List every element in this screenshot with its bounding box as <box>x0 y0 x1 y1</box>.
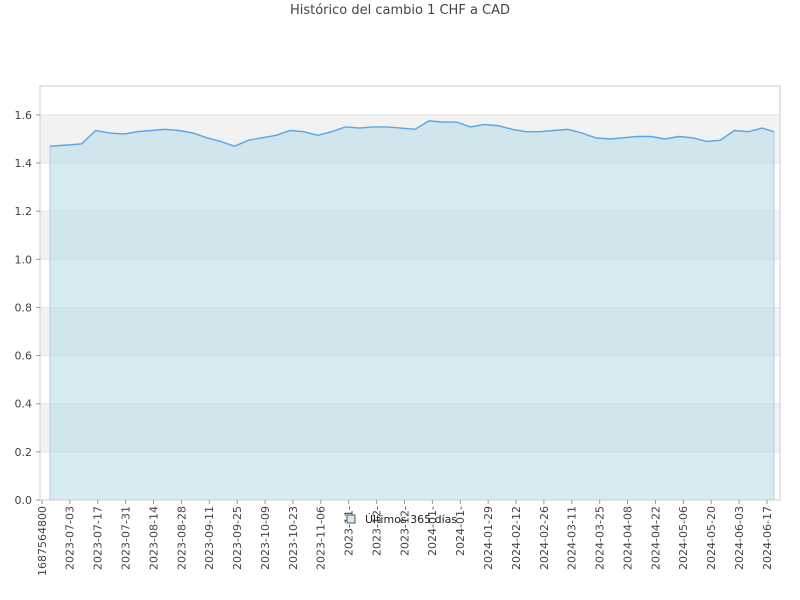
x-tick-label: 2023-07-17 <box>92 506 105 570</box>
x-tick-label: 2023-09-25 <box>231 506 244 570</box>
x-tick-label: 2024-05-20 <box>705 506 718 570</box>
grid-band <box>40 86 780 115</box>
x-tick-label: 2023-08-28 <box>175 506 188 570</box>
x-tick-label: 2024-04-22 <box>649 506 662 570</box>
x-tick-label: 1687564800 <box>36 506 49 576</box>
series-line <box>49 120 775 147</box>
x-tick-label: 2024-06-03 <box>733 506 746 570</box>
y-tick-label: 1.0 <box>15 253 33 266</box>
x-tick-label: 2023-09-11 <box>203 506 216 570</box>
chart-title: Histórico del cambio 1 CHF a CAD <box>289 3 511 18</box>
x-tick-label: 2023-08-14 <box>147 506 160 570</box>
x-tick-label: 2024-03-25 <box>594 506 607 570</box>
x-tick-label: 2023-12- <box>398 506 411 556</box>
y-tick-label: 1.4 <box>15 157 33 170</box>
x-tick-label: 2023-11- <box>343 506 356 556</box>
x-axis-ticks: 1687564800 2023-07-03 2023-07-17 2023-07-31… <box>36 500 774 576</box>
y-tick-label: 0.4 <box>15 398 33 411</box>
x-tick-label: 2024-04-08 <box>621 506 634 570</box>
x-tick-label: 2023-10-23 <box>287 506 300 570</box>
legend-label[interactable]: Últimos 365 días <box>365 513 457 526</box>
x-tick-label: 2023-07-31 <box>120 506 133 570</box>
y-axis-ticks: 0.0 0.2 0.4 0.6 0.8 1.0 1.2 1.4 1.6 <box>15 109 40 507</box>
x-tick-label: 2024-02-26 <box>538 506 551 570</box>
x-tick-label: 2024-03-11 <box>566 506 579 570</box>
x-tick-label: 2023-07-03 <box>64 506 77 570</box>
x-tick-label: 2023-10-09 <box>259 506 272 570</box>
x-tick-label: 2023-11-06 <box>315 506 328 570</box>
x-tick-label: 2024-01- <box>454 506 467 556</box>
x-tick-label: 2024-01- <box>426 506 439 556</box>
y-tick-label: 0.2 <box>15 446 33 459</box>
y-tick-label: 0.6 <box>15 350 33 363</box>
x-tick-label: 2023-12- <box>370 506 383 556</box>
x-tick-label: 2024-02-12 <box>510 506 523 570</box>
y-tick-label: 0.8 <box>15 301 33 314</box>
legend[interactable]: Últimos 365 días <box>346 513 457 526</box>
legend-swatch[interactable] <box>346 514 356 524</box>
plot-frame <box>39 85 781 501</box>
y-tick-label: 1.2 <box>15 205 33 218</box>
y-tick-label: 1.6 <box>15 109 33 122</box>
x-tick-label: 2024-01-29 <box>482 506 495 570</box>
series-area <box>49 120 775 501</box>
y-tick-label: 0.0 <box>15 494 33 507</box>
x-tick-label: 2024-05-06 <box>677 506 690 570</box>
x-tick-label: 2024-06-17 <box>761 506 774 570</box>
